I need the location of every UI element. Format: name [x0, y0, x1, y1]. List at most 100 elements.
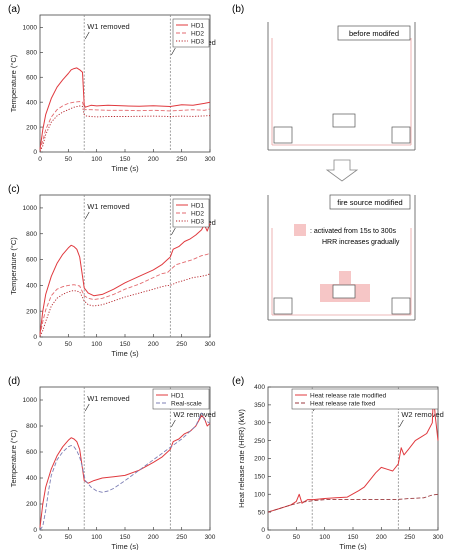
y-tick-label: 600	[26, 257, 37, 264]
fire-source-before	[332, 113, 356, 128]
series-line-heat-release-rate-fixed	[267, 493, 439, 513]
fire-zone-top	[339, 271, 351, 285]
series-line-hd1	[39, 67, 211, 150]
x-tick-label: 50	[293, 534, 301, 541]
x-tick-label: 200	[148, 341, 159, 348]
legend-label: Heat release rate fixed	[310, 400, 376, 407]
y-tick-label: 50	[258, 509, 266, 516]
annotation-arrow	[84, 211, 90, 220]
legend-label: HD2	[191, 30, 204, 37]
y-axis-label: Temperature (°C)	[9, 429, 18, 487]
x-tick-label: 0	[38, 156, 42, 163]
annotation-arrow	[399, 419, 404, 428]
door-right	[391, 126, 411, 144]
x-tick-label: 300	[205, 341, 216, 348]
fire-source-modified	[332, 284, 356, 299]
legend-label: Real-scale	[171, 400, 202, 407]
y-tick-label: 200	[254, 456, 265, 463]
series-line-hd2	[39, 101, 211, 151]
panel-label-d: (d)	[8, 376, 20, 387]
y-tick-label: 1000	[23, 25, 38, 32]
chart-d: 0 50 100 150 200 250 300 0 200 400 600 800 1000 Time …	[9, 386, 216, 550]
x-tick-label: 250	[176, 534, 187, 541]
series-line-hd1	[39, 223, 211, 335]
x-tick-label: 250	[404, 534, 415, 541]
series-line-heat-release-rate-modified	[267, 393, 439, 513]
x-tick-label: 150	[120, 534, 131, 541]
legend-label: Heat release rate modified	[310, 392, 387, 399]
series-line-hd3	[39, 105, 211, 152]
y-tick-label: 100	[254, 491, 265, 498]
x-tick-label: 100	[91, 534, 102, 541]
y-tick-label: 600	[26, 74, 37, 81]
chart-c: 0 50 100 150 200 250 300 0 200 400 600 800 1000 Time …	[9, 194, 216, 358]
annotation-arrow	[171, 227, 176, 236]
legend-label: HD1	[171, 392, 184, 399]
x-tick-label: 150	[120, 341, 131, 348]
y-tick-label: 800	[26, 50, 37, 57]
annotation-label: W1 removed	[87, 22, 130, 31]
y-tick-label: 800	[26, 423, 37, 430]
y-tick-label: 0	[261, 527, 265, 534]
series-line-hd1	[39, 415, 211, 528]
before-label-box	[337, 25, 411, 41]
series-line-hd3	[39, 273, 211, 337]
y-tick-label: 400	[26, 99, 37, 106]
x-tick-label: 300	[205, 156, 216, 163]
y-tick-label: 150	[254, 474, 265, 481]
y-axis-label: Temperature (°C)	[9, 237, 18, 295]
fire-legend-line1: : activated from 15s to 300s	[310, 228, 396, 235]
y-tick-label: 1000	[23, 205, 38, 212]
x-tick-label: 0	[38, 341, 42, 348]
modified-label: fire source modified	[337, 198, 402, 207]
y-axis-label: Temperature (°C)	[9, 54, 18, 112]
annotation-label: W2 removed	[173, 410, 216, 419]
panel-label-e: (e)	[232, 376, 244, 387]
y-tick-label: 250	[254, 438, 265, 445]
legend-label: HD3	[191, 218, 204, 225]
x-tick-label: 250	[176, 156, 187, 163]
y-tick-label: 0	[33, 334, 37, 341]
chart-a: 0 50 100 150 200 250 300 0 200 400 600 800 1000 Time …	[9, 14, 216, 173]
legend-label: HD3	[191, 38, 204, 45]
x-tick-label: 300	[433, 534, 444, 541]
series-line-hd2	[39, 252, 211, 336]
annotation-label: W2 removed	[401, 410, 444, 419]
x-tick-label: 300	[205, 534, 216, 541]
panel-label-c: (c)	[8, 184, 20, 195]
x-tick-label: 150	[120, 156, 131, 163]
y-tick-label: 350	[254, 402, 265, 409]
annotation-label: W1 removed	[87, 394, 130, 403]
x-axis-label: Time (s)	[111, 349, 139, 358]
fire-legend-line2: HRR increases gradually	[322, 239, 400, 246]
y-axis-label: Heat release rate (HRR) (kW)	[237, 409, 246, 508]
x-axis-label: Time (s)	[339, 542, 367, 550]
y-tick-label: 300	[254, 420, 265, 427]
series-line-real-scale	[39, 412, 211, 531]
legend-box	[152, 388, 210, 410]
y-tick-label: 0	[33, 149, 37, 156]
x-tick-label: 250	[176, 341, 187, 348]
legend-label: HD1	[191, 22, 204, 29]
modified-label-box	[329, 194, 411, 210]
legend-label: HD2	[191, 210, 204, 217]
x-tick-label: 200	[376, 534, 387, 541]
x-axis-label: Time (s)	[111, 164, 139, 173]
y-tick-label: 400	[26, 475, 37, 482]
door-right-2	[391, 297, 411, 315]
x-tick-label: 200	[148, 156, 159, 163]
panel-label-b: (b)	[232, 4, 244, 15]
door-left-2	[273, 297, 293, 315]
annotation-arrow	[84, 31, 90, 40]
x-tick-label: 200	[148, 534, 159, 541]
annotation-label: W1 removed	[87, 202, 130, 211]
y-tick-label: 400	[254, 384, 265, 391]
y-tick-label: 0	[33, 527, 37, 534]
x-tick-label: 0	[266, 534, 270, 541]
x-tick-label: 50	[65, 341, 73, 348]
y-tick-label: 800	[26, 231, 37, 238]
x-tick-label: 0	[38, 534, 42, 541]
y-tick-label: 400	[26, 283, 37, 290]
y-tick-label: 200	[26, 124, 37, 131]
compartment-modified: fire source modified : activated from 15…	[267, 194, 416, 321]
